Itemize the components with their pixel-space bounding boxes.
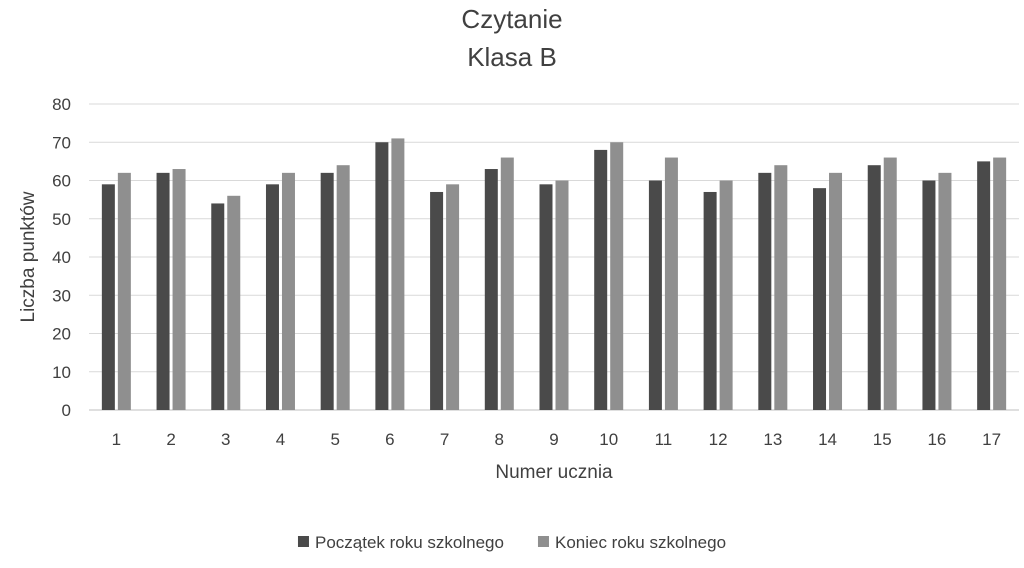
legend-label: Koniec roku szkolnego (555, 533, 726, 552)
bar-series-1 (320, 172, 334, 410)
y-tick-label: 30 (52, 286, 71, 305)
bar-series-1 (594, 149, 608, 410)
x-tick-label: 16 (927, 430, 946, 449)
bar-series-1 (265, 184, 279, 410)
x-tick-label: 10 (599, 430, 618, 449)
legend-item: Koniec roku szkolnego (537, 533, 726, 552)
x-tick-label: 14 (818, 430, 837, 449)
bar-series-1 (648, 180, 662, 410)
y-tick-label: 20 (52, 325, 71, 344)
legend: Początek roku szkolnego Koniec roku szkol… (297, 533, 726, 552)
bar-series-1 (758, 172, 772, 410)
y-tick-label: 0 (62, 401, 71, 420)
bar-series-2 (446, 184, 460, 410)
x-tick-label: 17 (982, 430, 1001, 449)
legend-item: Początek roku szkolnego (297, 533, 504, 552)
y-axis-ticks: 0 10 20 30 40 50 60 70 80 (52, 95, 71, 420)
x-tick-label: 5 (330, 430, 339, 449)
x-tick-label: 15 (873, 430, 892, 449)
x-tick-label: 6 (385, 430, 394, 449)
x-tick-label: 1 (112, 430, 121, 449)
x-tick-label: 7 (440, 430, 449, 449)
x-tick-label: 12 (709, 430, 728, 449)
bar-series-2 (555, 180, 569, 410)
x-tick-label: 9 (549, 430, 558, 449)
legend-swatch (297, 536, 309, 547)
bar-series-1 (375, 142, 389, 410)
bar-series-2 (500, 157, 514, 410)
bar-series-2 (883, 157, 897, 410)
bar-series-2 (391, 138, 405, 411)
bar-series-1 (977, 161, 991, 410)
bar-series-2 (172, 169, 186, 410)
bar-series-1 (101, 184, 115, 410)
chart-subtitle: Klasa B (467, 42, 557, 72)
bar-series-1 (922, 180, 936, 410)
bar-series-1 (703, 191, 717, 410)
bar-series-2 (938, 172, 952, 410)
x-axis-ticks: 1 2 3 4 5 6 7 8 9 10 11 12 13 14 15 16 17 (112, 430, 1001, 449)
bar-series-2 (610, 142, 624, 410)
y-tick-label: 50 (52, 210, 71, 229)
bar-series-1 (539, 184, 553, 410)
x-axis-title: Numer ucznia (495, 462, 613, 483)
bar-series-2 (664, 157, 678, 410)
bar-series-1 (156, 172, 170, 410)
bars (101, 138, 1007, 411)
legend-swatch (537, 536, 549, 547)
bar-series-1 (430, 191, 444, 410)
bar-series-2 (336, 165, 350, 410)
y-tick-label: 60 (52, 172, 71, 191)
y-tick-label: 70 (52, 133, 71, 152)
bar-series-1 (813, 188, 827, 410)
chart-title: Czytanie (461, 4, 562, 34)
y-tick-label: 10 (52, 363, 71, 382)
bar-series-1 (867, 165, 881, 410)
x-tick-label: 11 (655, 430, 673, 449)
bar-series-1 (484, 169, 498, 410)
x-tick-label: 8 (495, 430, 504, 449)
x-tick-label: 4 (276, 430, 285, 449)
bar-series-2 (719, 180, 733, 410)
y-tick-label: 80 (52, 95, 71, 114)
bar-series-1 (211, 203, 225, 410)
gridlines (89, 103, 1019, 411)
legend-label: Początek roku szkolnego (315, 533, 504, 552)
bar-series-2 (774, 165, 788, 410)
bar-series-2 (993, 157, 1007, 410)
x-tick-label: 2 (166, 430, 175, 449)
bar-series-2 (829, 172, 843, 410)
bar-series-2 (281, 172, 295, 410)
y-tick-label: 40 (52, 248, 71, 267)
x-tick-label: 13 (763, 430, 782, 449)
bar-series-2 (227, 195, 241, 410)
y-axis-title: Liczba punktów (18, 191, 39, 322)
bar-series-2 (117, 172, 131, 410)
x-tick-label: 3 (221, 430, 230, 449)
